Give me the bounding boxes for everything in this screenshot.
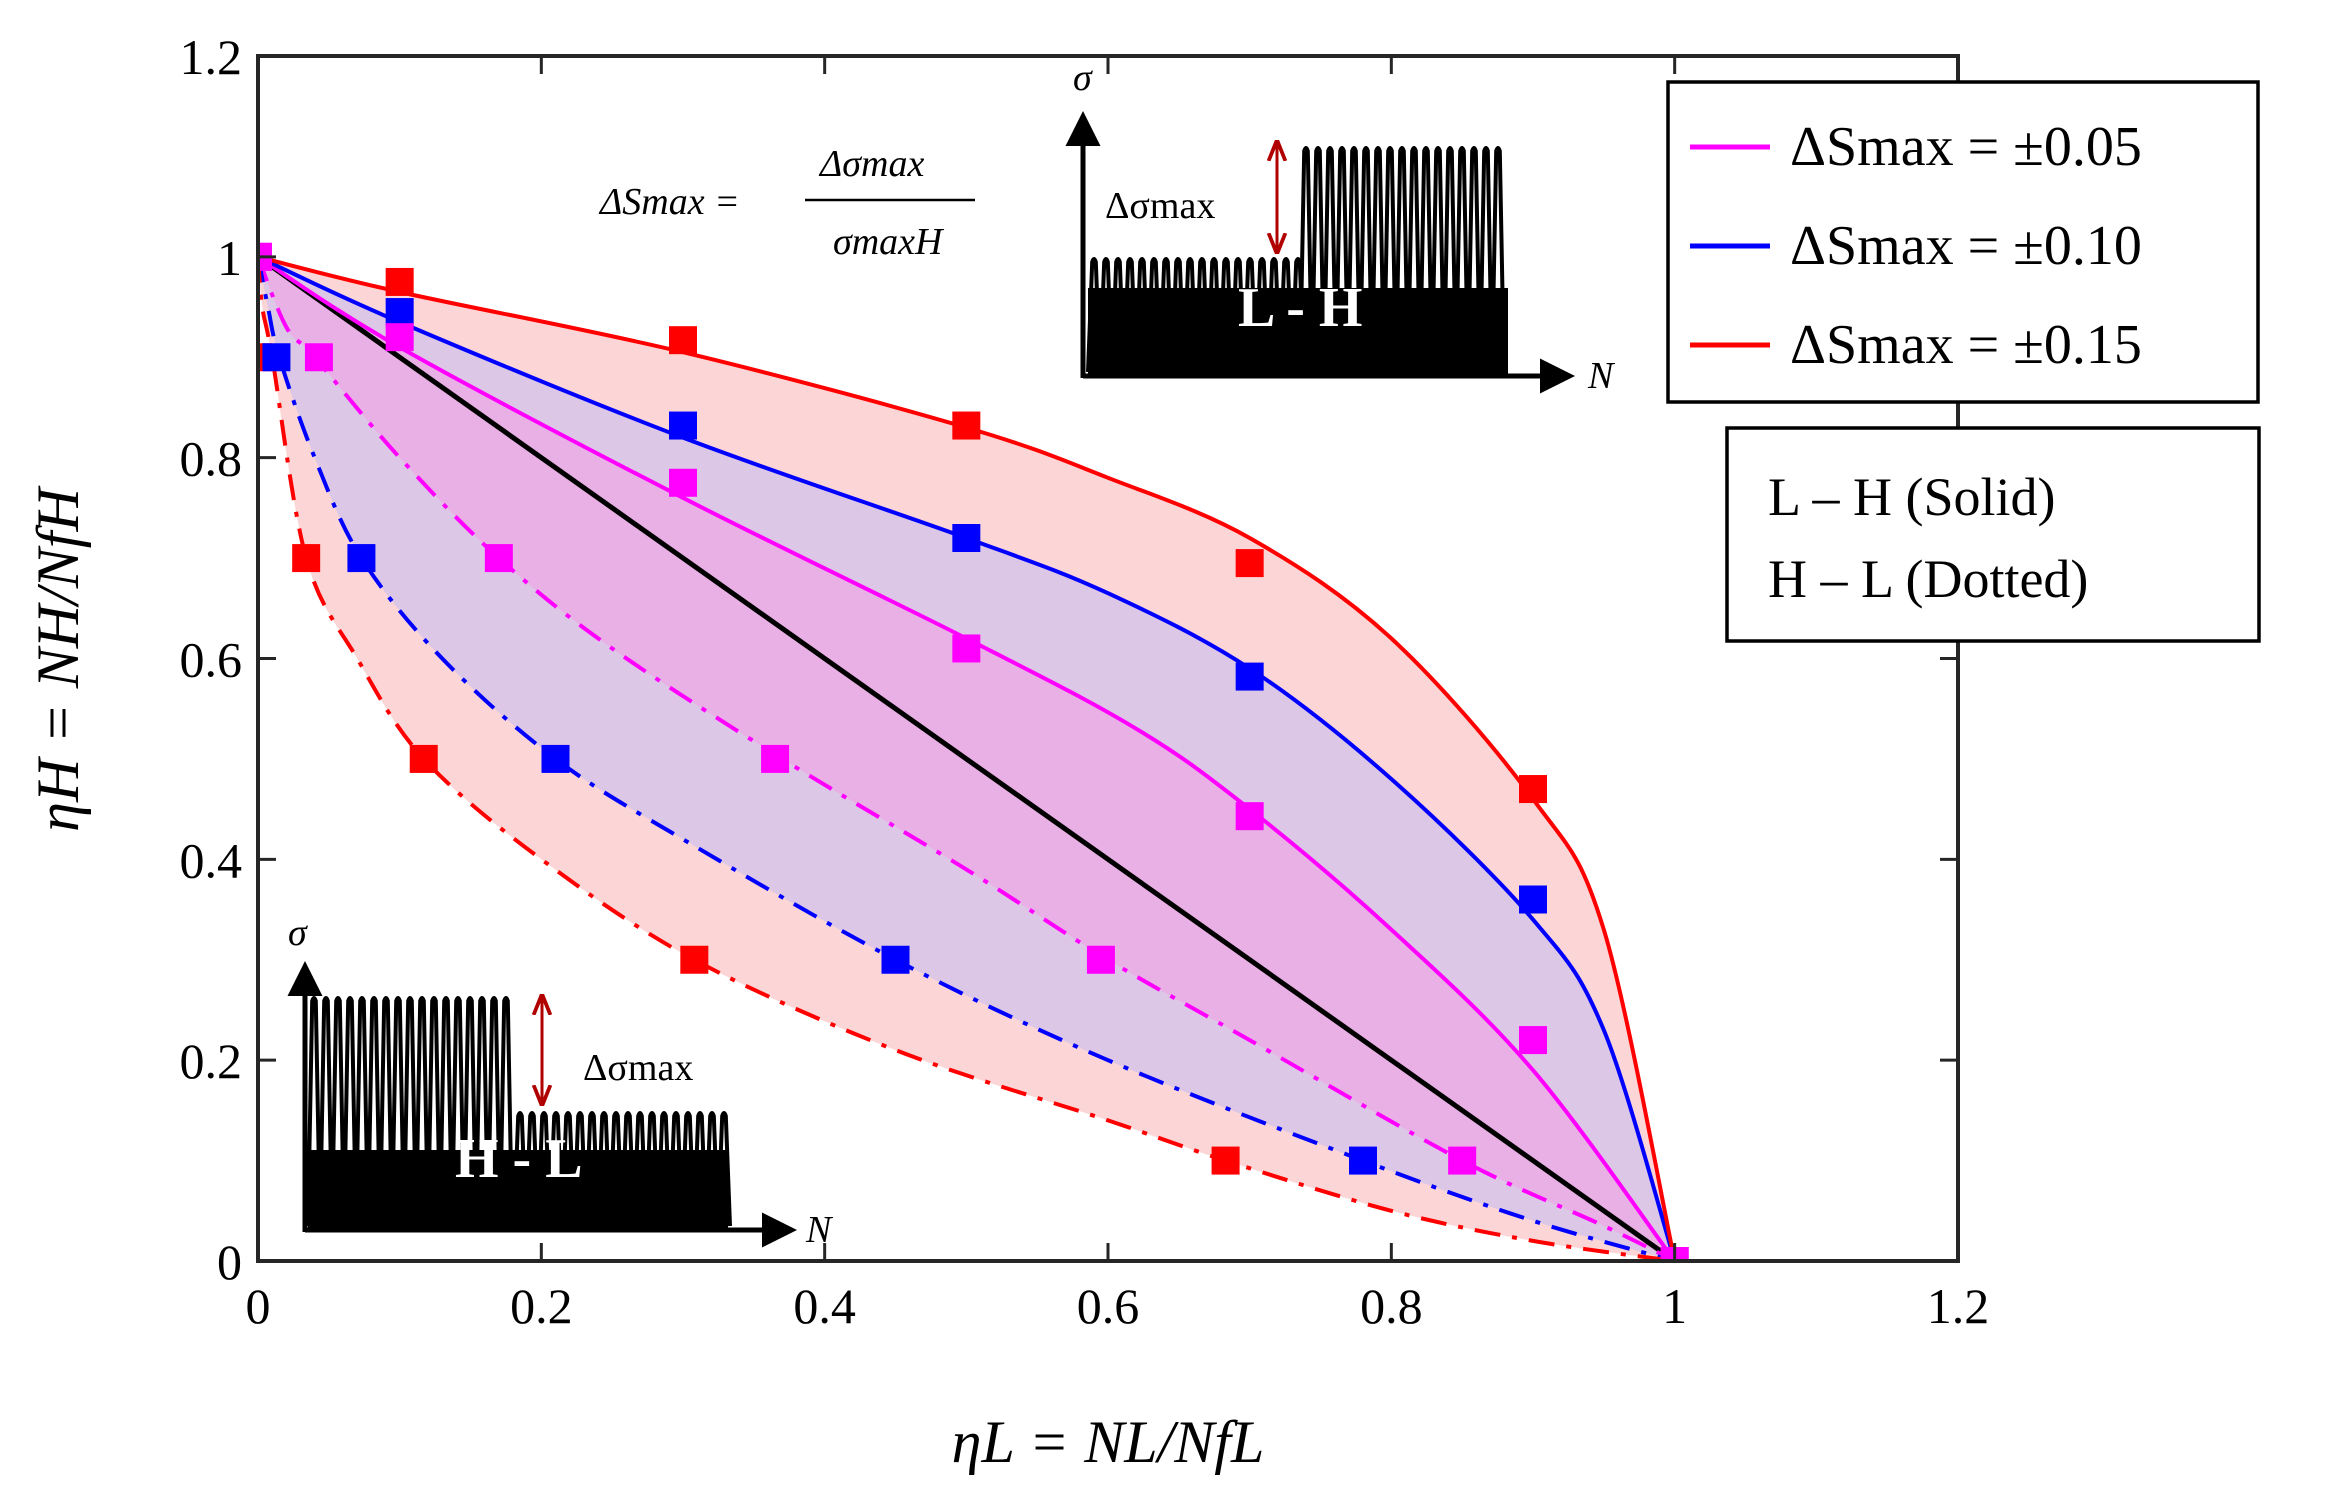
inset-l-h-n: N bbox=[1587, 355, 1616, 397]
marker-s2-4 bbox=[1519, 775, 1547, 804]
x-tick-labels: 0 0.2 0.4 0.6 0.8 1 1.2 bbox=[246, 1278, 1990, 1334]
legend: ΔSmax = ±0.05 ΔSmax = ±0.10 ΔSmax = ±0.1… bbox=[1666, 80, 2260, 404]
marker-s0-4 bbox=[1235, 802, 1264, 831]
reference-line bbox=[258, 254, 1677, 1261]
inset-h-l-amplitude-label: Δσmax bbox=[583, 1047, 693, 1089]
inset-l-h: σ N Δσmax L - H bbox=[1065, 57, 1616, 397]
equation-numerator: Δσmax bbox=[818, 143, 924, 185]
marker-s1-4 bbox=[1519, 885, 1547, 914]
y-tick-label: 0.2 bbox=[180, 1033, 243, 1089]
inset-h-l-label: H - L bbox=[455, 1128, 583, 1190]
marker-s0-5 bbox=[1519, 1026, 1547, 1055]
marker-s5-4 bbox=[1211, 1146, 1240, 1175]
waveform-spikes bbox=[512, 1111, 732, 1227]
waveform-spikes bbox=[306, 996, 514, 1227]
legend-box bbox=[1666, 80, 2260, 404]
y-tick-label: 0.8 bbox=[180, 431, 243, 487]
x-tick-label: 0.2 bbox=[510, 1278, 573, 1334]
inset-l-h-label: L - H bbox=[1238, 277, 1362, 339]
series-line-1 bbox=[258, 254, 1677, 1261]
marker-s3-1 bbox=[304, 343, 333, 372]
series-line-2 bbox=[258, 254, 1677, 1261]
marker-s2-1 bbox=[669, 326, 697, 355]
marker-s2-2 bbox=[952, 411, 981, 440]
equation-lhs: ΔSmax = bbox=[598, 181, 740, 223]
legend-label-005: ΔSmax = ±0.05 bbox=[1790, 116, 2142, 178]
waveform-spikes bbox=[1298, 146, 1506, 373]
inset-l-h-amplitude-label: Δσmax bbox=[1105, 185, 1215, 227]
inset-h-l-n: N bbox=[805, 1209, 834, 1251]
inset-h-l-sigma: σ bbox=[288, 912, 308, 954]
series-line-4 bbox=[258, 256, 1676, 1261]
marker-s3-3 bbox=[761, 744, 790, 773]
legend-entry-010: ΔSmax = ±0.10 bbox=[1690, 215, 2142, 277]
equation-denominator: σmaxH bbox=[833, 221, 945, 263]
waveform-spikes bbox=[1086, 257, 1306, 373]
marker-s4-3 bbox=[881, 945, 910, 974]
marker-s5-3 bbox=[680, 945, 709, 974]
marker-s0-2 bbox=[669, 468, 697, 497]
inset-h-l-base bbox=[308, 1150, 728, 1230]
marker-s0-1 bbox=[385, 323, 414, 352]
series-curves bbox=[258, 242, 1689, 1261]
y-tick-label: 0 bbox=[217, 1234, 242, 1290]
marker-s1-0 bbox=[385, 298, 414, 327]
style-note-dotted: H – L (Dotted) bbox=[1768, 549, 2088, 609]
legend-label-010: ΔSmax = ±0.10 bbox=[1790, 215, 2142, 277]
series-line-0 bbox=[258, 255, 1677, 1261]
style-note-solid: L – H (Solid) bbox=[1768, 467, 2055, 527]
marker-s4-0 bbox=[262, 343, 291, 372]
equation-annotation: ΔSmax = Δσmax σmaxH bbox=[598, 143, 975, 263]
inset-l-h-sigma: σ bbox=[1073, 57, 1093, 99]
marker-s1-3 bbox=[1235, 662, 1264, 691]
style-note: L – H (Solid) H – L (Dotted) bbox=[1725, 426, 2261, 643]
x-tick-label: 0.6 bbox=[1077, 1278, 1140, 1334]
y-axis-title: ηH = NH/NfH bbox=[25, 485, 91, 832]
marker-s1-2 bbox=[952, 524, 981, 552]
marker-s2-3 bbox=[1235, 549, 1264, 578]
style-note-box bbox=[1725, 426, 2261, 643]
x-tick-label: 0.4 bbox=[793, 1278, 856, 1334]
y-tick-label: 1.2 bbox=[180, 29, 243, 85]
marker-s3-5 bbox=[1448, 1146, 1477, 1175]
inset-l-h-base bbox=[1088, 288, 1508, 376]
y-tick-label: 0.6 bbox=[180, 632, 243, 688]
marker-s5-2 bbox=[409, 744, 438, 773]
inset-l-h-waveform bbox=[1086, 146, 1506, 373]
x-tick-label: 0.8 bbox=[1360, 1278, 1423, 1334]
marker-s1-1 bbox=[669, 411, 697, 440]
marker-s3-2 bbox=[484, 544, 513, 573]
marker-s2-0 bbox=[385, 267, 414, 296]
marker-s4-4 bbox=[1349, 1146, 1377, 1175]
marker-s4-1 bbox=[347, 544, 376, 573]
y-tick-labels: 0 0.2 0.4 0.6 0.8 1 1.2 bbox=[180, 29, 243, 1290]
x-tick-label: 1.2 bbox=[1927, 1278, 1990, 1334]
inset-h-l: σ N Δσmax H - L bbox=[287, 912, 834, 1251]
series-line-3 bbox=[258, 256, 1676, 1261]
y-tick-label: 0.4 bbox=[180, 832, 243, 888]
marker-s4-2 bbox=[541, 744, 570, 773]
marker-s5-1 bbox=[292, 544, 321, 573]
marker-s0-3 bbox=[952, 634, 981, 663]
y-tick-label: 1 bbox=[217, 230, 242, 286]
legend-entry-015: ΔSmax = ±0.15 bbox=[1690, 314, 2142, 376]
marker-s3-4 bbox=[1086, 945, 1115, 974]
x-tick-label: 1 bbox=[1662, 1278, 1687, 1334]
legend-entry-005: ΔSmax = ±0.05 bbox=[1690, 116, 2142, 178]
series-line-5 bbox=[258, 256, 1675, 1261]
x-axis-title: ηL = NL/NfL bbox=[952, 1409, 1265, 1475]
inset-h-l-waveform bbox=[306, 996, 732, 1227]
x-tick-label: 0 bbox=[246, 1278, 271, 1334]
legend-label-015: ΔSmax = ±0.15 bbox=[1790, 314, 2142, 376]
